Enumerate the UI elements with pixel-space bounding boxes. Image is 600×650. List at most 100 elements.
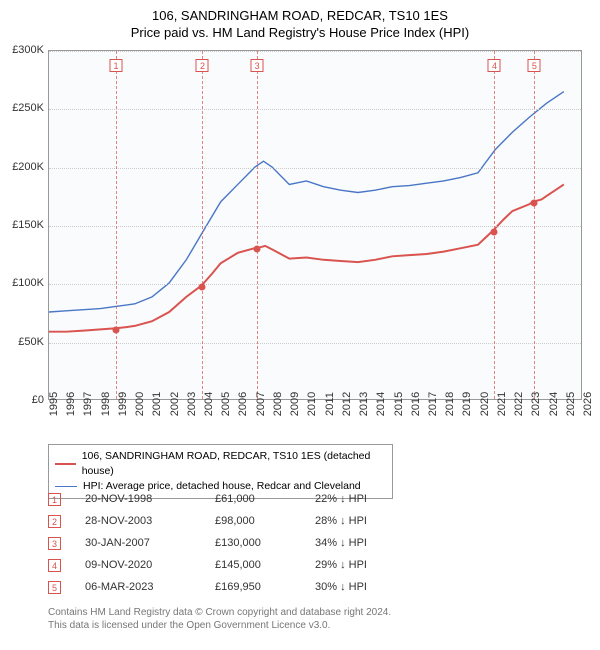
event-date: 20-NOV-1998 <box>85 493 215 505</box>
series-line-hpi <box>49 92 564 312</box>
gridline-h <box>49 109 581 110</box>
xtick-label: 2003 <box>186 392 198 416</box>
event-number: 2 <box>48 515 61 528</box>
xtick-label: 2010 <box>306 392 318 416</box>
sale-point <box>113 326 120 333</box>
price-chart: 106, SANDRINGHAM ROAD, REDCAR, TS10 1ES … <box>0 0 600 650</box>
xtick-label: 2009 <box>289 392 301 416</box>
xtick-label: 1996 <box>65 392 77 416</box>
legend-swatch-blue <box>55 486 77 487</box>
xtick-label: 2020 <box>479 392 491 416</box>
event-marker: 4 <box>488 59 501 72</box>
xtick-label: 2001 <box>151 392 163 416</box>
xtick-label: 2022 <box>513 392 525 416</box>
gridline-h <box>49 51 581 52</box>
series-line-property <box>49 184 564 331</box>
xtick-label: 2005 <box>220 392 232 416</box>
event-row: 4 09-NOV-2020£145,00029% ↓ HPI <box>48 554 415 576</box>
sale-point <box>254 246 261 253</box>
event-marker: 1 <box>110 59 123 72</box>
ytick-label: £200K <box>2 161 44 173</box>
xtick-label: 2018 <box>444 392 456 416</box>
xtick-label: 2002 <box>169 392 181 416</box>
line-series-svg <box>49 51 581 399</box>
event-line <box>534 51 535 399</box>
gridline-h <box>49 284 581 285</box>
event-date: 06-MAR-2023 <box>85 581 215 593</box>
event-date: 28-NOV-2003 <box>85 515 215 527</box>
footer-line-2: This data is licensed under the Open Gov… <box>48 619 391 632</box>
xtick-label: 2014 <box>375 392 387 416</box>
event-row: 3 30-JAN-2007£130,00034% ↓ HPI <box>48 532 415 554</box>
event-table: 1 20-NOV-1998£61,00022% ↓ HPI 2 28-NOV-2003… <box>48 488 415 598</box>
sale-point <box>531 199 538 206</box>
xtick-label: 2019 <box>461 392 473 416</box>
ytick-label: £150K <box>2 219 44 231</box>
event-price: £169,950 <box>215 581 315 593</box>
xtick-label: 2025 <box>565 392 577 416</box>
footer-line-1: Contains HM Land Registry data © Crown c… <box>48 606 391 619</box>
chart-title: 106, SANDRINGHAM ROAD, REDCAR, TS10 1ES <box>0 0 600 23</box>
ytick-label: £300K <box>2 44 44 56</box>
event-marker: 3 <box>251 59 264 72</box>
event-delta: 30% ↓ HPI <box>315 581 415 593</box>
event-number: 4 <box>48 559 61 572</box>
event-delta: 29% ↓ HPI <box>315 559 415 571</box>
xtick-label: 2024 <box>548 392 560 416</box>
xtick-label: 1997 <box>82 392 94 416</box>
xtick-label: 2015 <box>393 392 405 416</box>
event-delta: 22% ↓ HPI <box>315 493 415 505</box>
ytick-label: £50K <box>2 336 44 348</box>
event-marker: 2 <box>196 59 209 72</box>
ytick-label: £250K <box>2 102 44 114</box>
ytick-label: £0 <box>2 394 44 406</box>
event-price: £98,000 <box>215 515 315 527</box>
chart-subtitle: Price paid vs. HM Land Registry's House … <box>0 23 600 40</box>
event-delta: 28% ↓ HPI <box>315 515 415 527</box>
sale-point <box>491 228 498 235</box>
ytick-label: £100K <box>2 277 44 289</box>
xtick-label: 2000 <box>134 392 146 416</box>
xtick-label: 1995 <box>48 392 60 416</box>
xtick-label: 2017 <box>427 392 439 416</box>
event-number: 1 <box>48 493 61 506</box>
xtick-label: 2012 <box>341 392 353 416</box>
event-date: 09-NOV-2020 <box>85 559 215 571</box>
gridline-h <box>49 343 581 344</box>
xtick-label: 2006 <box>237 392 249 416</box>
event-price: £145,000 <box>215 559 315 571</box>
event-row: 2 28-NOV-2003£98,00028% ↓ HPI <box>48 510 415 532</box>
event-number: 3 <box>48 537 61 550</box>
sale-point <box>199 283 206 290</box>
event-price: £130,000 <box>215 537 315 549</box>
legend-label-red: 106, SANDRINGHAM ROAD, REDCAR, TS10 1ES … <box>82 449 386 479</box>
event-line <box>202 51 203 399</box>
xtick-label: 2013 <box>358 392 370 416</box>
event-marker: 5 <box>528 59 541 72</box>
gridline-h <box>49 226 581 227</box>
xtick-label: 1998 <box>100 392 112 416</box>
xtick-label: 2023 <box>530 392 542 416</box>
footer-attribution: Contains HM Land Registry data © Crown c… <box>48 606 391 632</box>
event-row: 5 06-MAR-2023£169,95030% ↓ HPI <box>48 576 415 598</box>
legend-item-red: 106, SANDRINGHAM ROAD, REDCAR, TS10 1ES … <box>55 449 386 479</box>
xtick-label: 2026 <box>582 392 594 416</box>
xtick-label: 2004 <box>203 392 215 416</box>
event-line <box>116 51 117 399</box>
gridline-h <box>49 168 581 169</box>
legend-swatch-red <box>55 463 76 465</box>
xtick-label: 2007 <box>255 392 267 416</box>
xtick-label: 2011 <box>324 392 336 416</box>
plot-area: 1 2 3 4 5 <box>48 50 582 400</box>
event-line <box>494 51 495 399</box>
event-row: 1 20-NOV-1998£61,00022% ↓ HPI <box>48 488 415 510</box>
event-date: 30-JAN-2007 <box>85 537 215 549</box>
event-line <box>257 51 258 399</box>
xtick-label: 2021 <box>496 392 508 416</box>
xtick-label: 1999 <box>117 392 129 416</box>
event-price: £61,000 <box>215 493 315 505</box>
event-number: 5 <box>48 581 61 594</box>
xtick-label: 2008 <box>272 392 284 416</box>
xtick-label: 2016 <box>410 392 422 416</box>
event-delta: 34% ↓ HPI <box>315 537 415 549</box>
